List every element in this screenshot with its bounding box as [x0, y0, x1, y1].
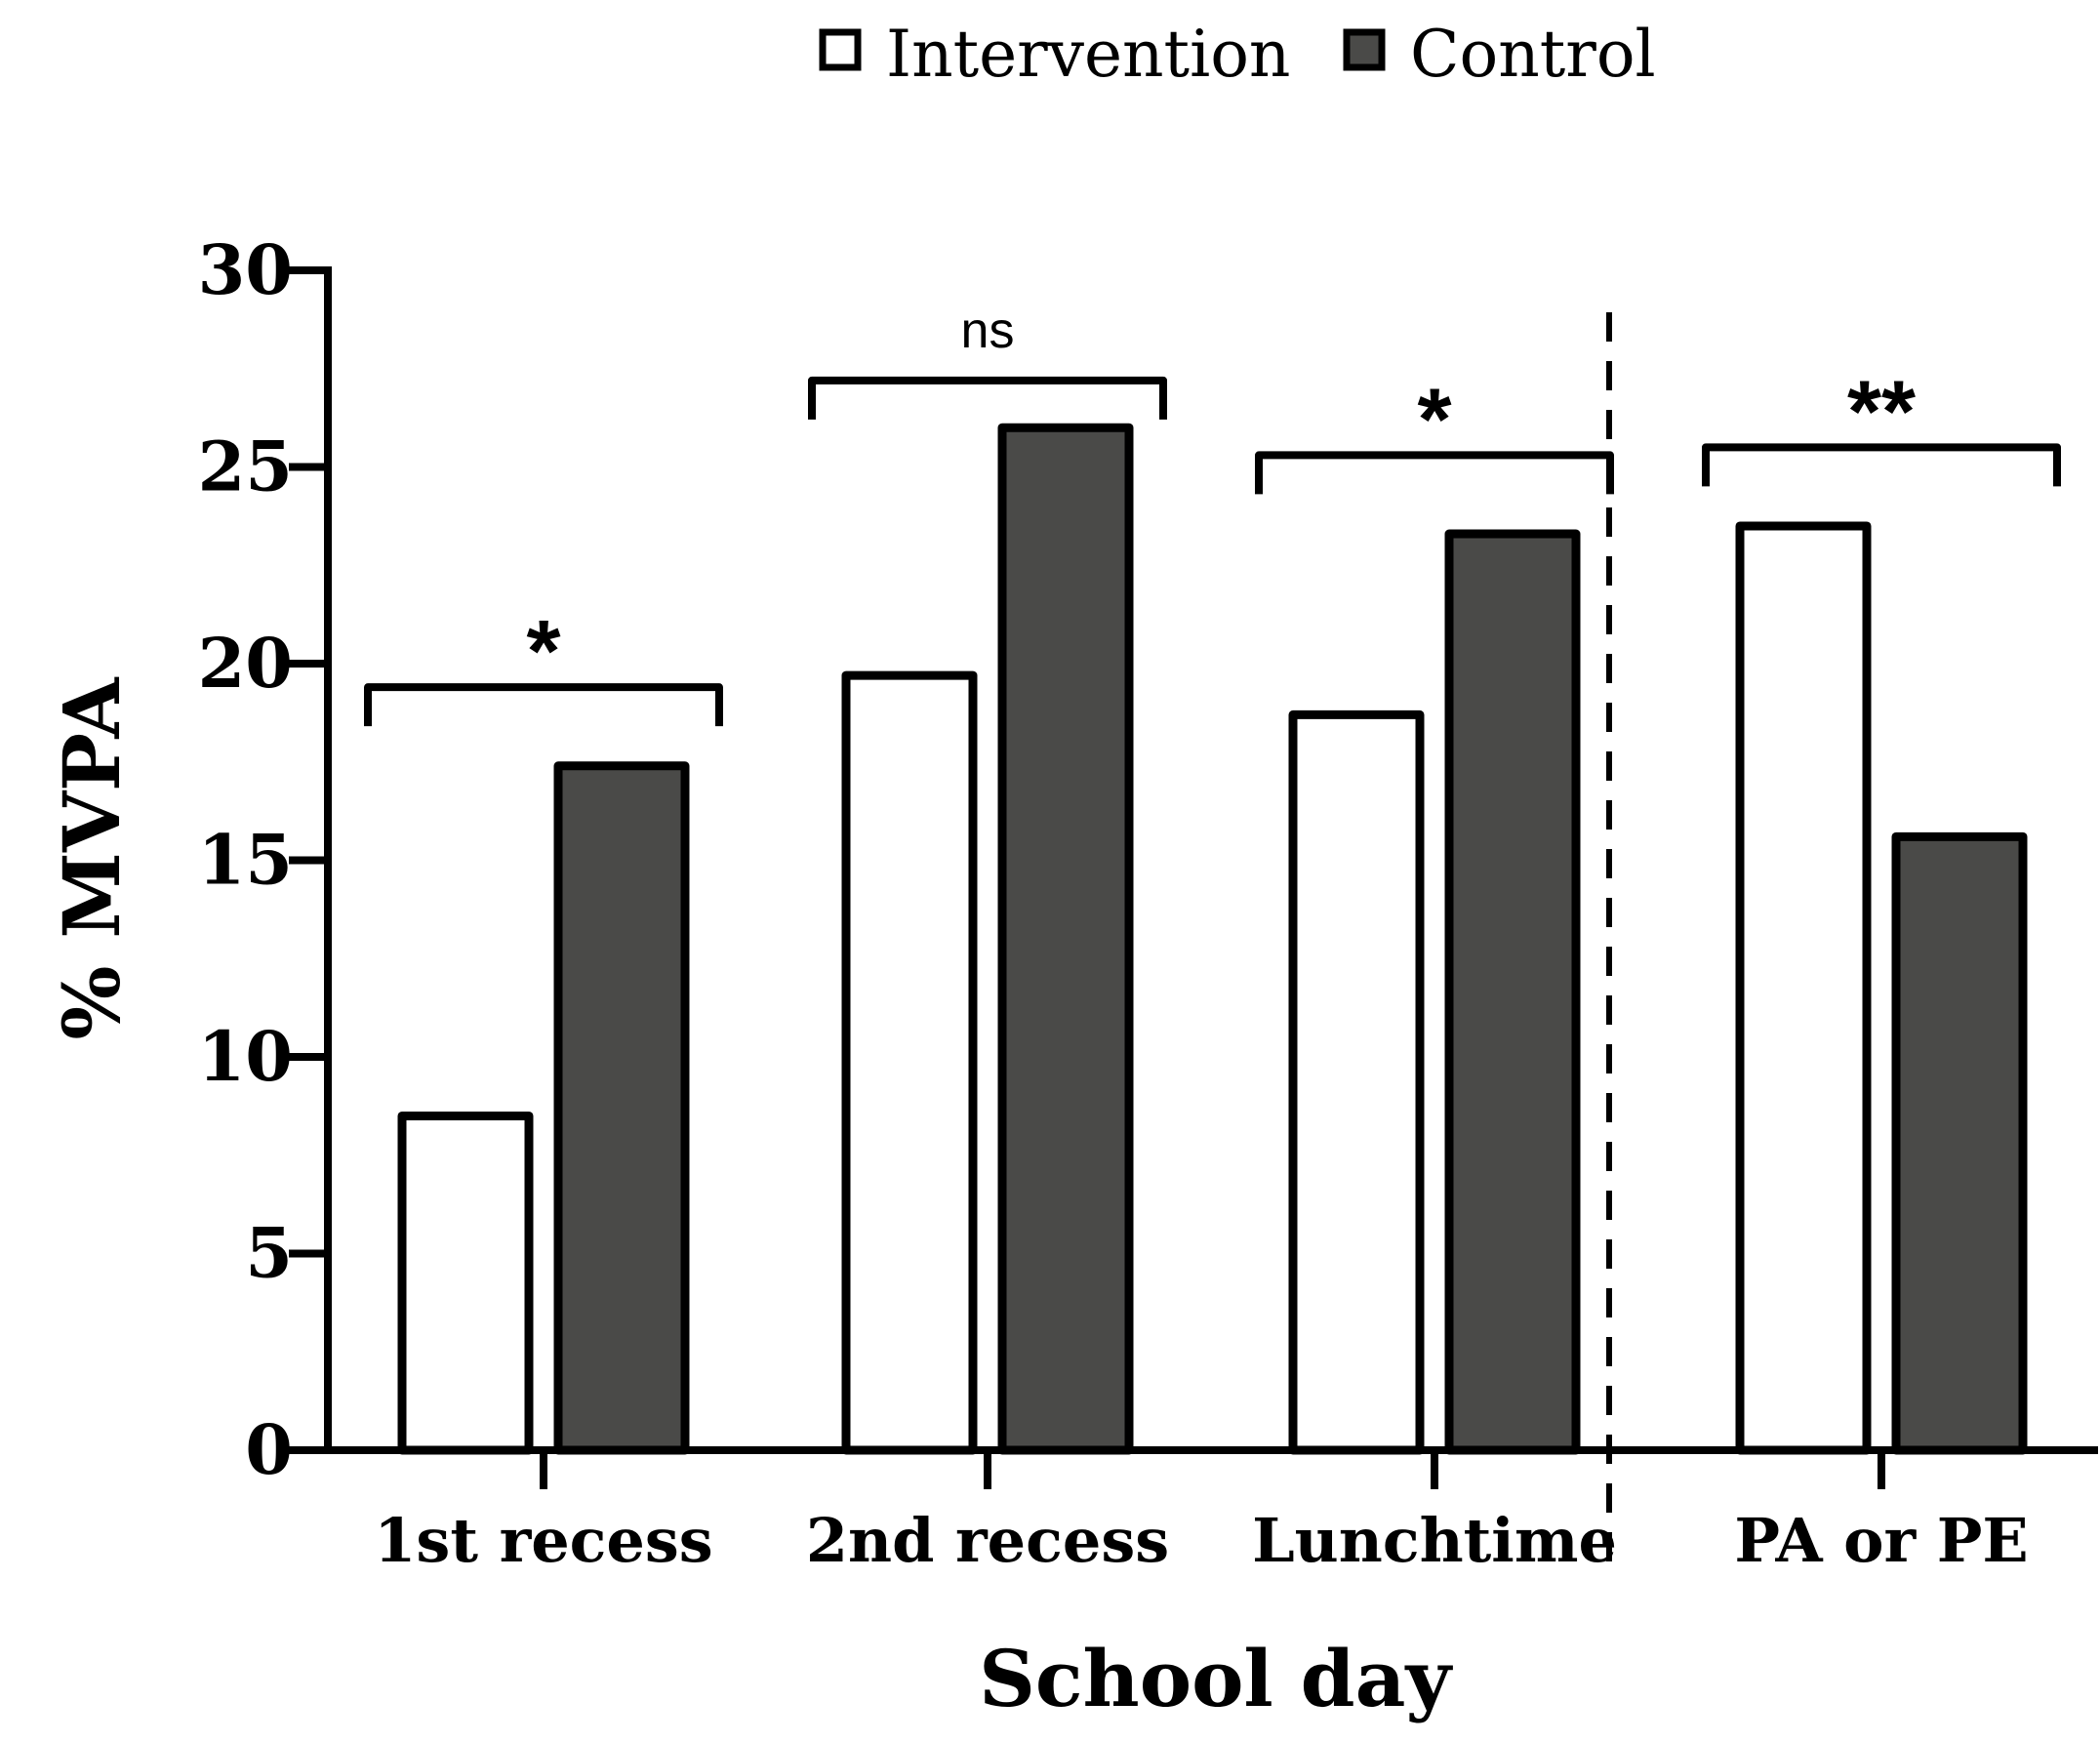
y-tick-label-30: 30: [198, 229, 293, 310]
y-tick-label-20: 20: [198, 623, 293, 704]
significance-bracket-1: [808, 376, 1167, 420]
y-tick-label-25: 25: [198, 426, 293, 507]
x-axis-title: School day: [979, 1633, 1453, 1724]
significance-bracket-2: [1255, 451, 1614, 495]
significance-label-3: **: [1847, 363, 1916, 461]
bar-control-2: [1444, 529, 1581, 1455]
significance-label-0: *: [526, 603, 560, 701]
legend-label-intervention: Intervention: [886, 17, 1290, 92]
x-tick-label-2: Lunchtime: [1252, 1505, 1617, 1576]
significance-label-2: *: [1417, 371, 1451, 468]
significance-bracket-0: [364, 683, 723, 727]
bar-intervention-0: [397, 1111, 534, 1455]
x-tick-label-3: PA or PE: [1734, 1505, 2028, 1576]
legend: Intervention Control: [819, 17, 1656, 92]
plot-area: 0 5 10 15 20 25 30 1st recess 2nd recess Lunchtim…: [198, 229, 2098, 1576]
bar-control-3: [1891, 831, 2028, 1455]
bar-intervention-1: [841, 670, 978, 1455]
bar-control-0: [553, 761, 690, 1455]
legend-swatch-intervention: [819, 28, 862, 71]
legend-label-control: Control: [1410, 17, 1656, 92]
y-tick-label-10: 10: [198, 1016, 293, 1097]
y-tick-label-15: 15: [198, 820, 293, 901]
legend-swatch-control: [1343, 28, 1386, 71]
significance-bracket-3: [1702, 443, 2061, 487]
bar-intervention-2: [1288, 709, 1425, 1455]
significance-label-1: ns: [961, 303, 1015, 359]
x-tick-label-0: 1st recess: [374, 1505, 712, 1576]
y-tick-label-5: 5: [245, 1213, 293, 1294]
bar-intervention-3: [1735, 521, 1872, 1455]
bar-control-1: [997, 423, 1134, 1455]
y-tick-label-0: 0: [245, 1409, 293, 1490]
y-axis-title: % MVPA: [46, 677, 138, 1040]
x-tick-label-1: 2nd recess: [806, 1505, 1169, 1576]
